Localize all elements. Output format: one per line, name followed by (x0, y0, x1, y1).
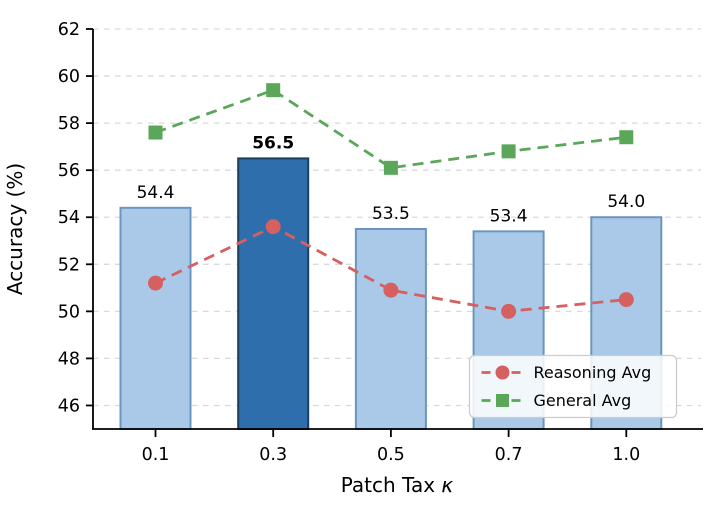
general-avg-marker (148, 125, 163, 140)
y-tick-label: 62 (58, 20, 80, 40)
reasoning-avg-marker (383, 282, 399, 298)
legend-entry-general-avg: General Avg (481, 391, 632, 410)
reasoning-avg-marker (265, 219, 281, 235)
x-tick-label: 0.7 (495, 445, 523, 465)
legend: Reasoning Avg General Avg (468, 354, 678, 419)
reasoning-avg-marker (618, 292, 634, 308)
general-avg-marker (501, 144, 516, 159)
general-avg-line (155, 88, 627, 170)
y-tick-label: 46 (58, 396, 80, 416)
legend-box (468, 354, 678, 419)
y-tick-label: 50 (58, 302, 80, 322)
y-axis-label: Accuracy (%) (3, 163, 27, 295)
legend-label: Reasoning Avg (534, 363, 652, 382)
reasoning-avg-marker (501, 303, 517, 319)
x-tick-label: 1.0 (612, 445, 640, 465)
bar-value-label: 53.4 (490, 206, 528, 226)
y-tick-label: 60 (58, 67, 80, 87)
y-tick-label: 56 (58, 161, 80, 181)
legend-entry-reasoning-avg: Reasoning Avg (481, 363, 652, 382)
y-tick-label: 48 (58, 349, 80, 369)
y-tick-label: 54 (58, 208, 80, 228)
x-tick-label: 0.3 (259, 445, 287, 465)
y-tick-label: 58 (58, 114, 80, 134)
bar-value-label: 54.4 (137, 183, 175, 203)
bar-value-label: 56.5 (252, 133, 294, 153)
bar-value-label: 53.5 (372, 204, 410, 224)
bar-0.5 (354, 228, 427, 430)
x-tick-label: 0.5 (377, 445, 405, 465)
x-tick-label: 0.1 (142, 445, 170, 465)
legend-label: General Avg (534, 391, 632, 410)
reasoning-avg-line (154, 225, 627, 313)
general-avg-legend-marker (496, 394, 509, 407)
general-avg-marker (266, 83, 281, 98)
x-axis-label: Patch Tax κ (341, 473, 454, 497)
bar-value-label: 54.0 (607, 192, 645, 212)
y-tick-label: 52 (58, 255, 80, 275)
reasoning-avg-marker (148, 275, 163, 291)
bar-0.1 (119, 206, 192, 430)
general-avg-marker (383, 160, 398, 175)
bar-0.3 (237, 157, 310, 430)
general-avg-marker (619, 130, 634, 145)
reasoning-avg-legend-marker (495, 365, 510, 380)
